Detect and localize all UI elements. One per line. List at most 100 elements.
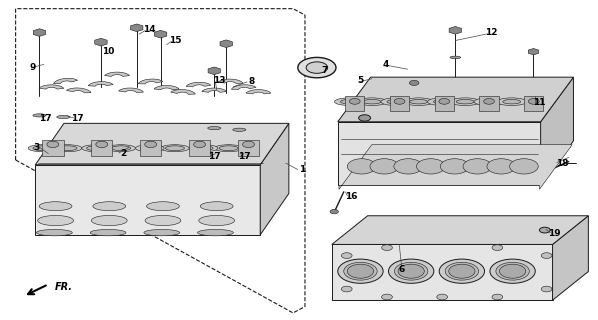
Ellipse shape — [381, 98, 411, 106]
Text: 13: 13 — [213, 76, 225, 85]
Circle shape — [529, 99, 539, 104]
Text: 12: 12 — [485, 28, 498, 37]
Polygon shape — [89, 82, 113, 86]
Text: 17: 17 — [71, 114, 84, 123]
Text: 19: 19 — [548, 229, 560, 238]
Circle shape — [306, 62, 328, 73]
Ellipse shape — [161, 145, 189, 152]
Text: 1: 1 — [299, 165, 305, 174]
Polygon shape — [449, 27, 462, 34]
Circle shape — [341, 253, 352, 259]
Circle shape — [298, 57, 336, 78]
Polygon shape — [91, 140, 112, 156]
Ellipse shape — [38, 215, 74, 226]
Polygon shape — [435, 96, 454, 111]
Circle shape — [448, 264, 475, 278]
Ellipse shape — [456, 100, 474, 104]
Polygon shape — [66, 88, 91, 93]
Text: 8: 8 — [248, 77, 255, 86]
Circle shape — [96, 141, 108, 148]
Ellipse shape — [90, 229, 126, 236]
Ellipse shape — [144, 229, 179, 236]
Ellipse shape — [28, 145, 57, 152]
Text: 17: 17 — [208, 152, 220, 161]
Circle shape — [492, 245, 503, 251]
Text: 15: 15 — [169, 36, 181, 45]
Circle shape — [389, 259, 434, 283]
Ellipse shape — [463, 159, 492, 174]
Text: 7: 7 — [322, 66, 328, 75]
Text: 11: 11 — [533, 98, 546, 107]
Polygon shape — [231, 85, 256, 90]
Text: 14: 14 — [143, 25, 155, 34]
Ellipse shape — [82, 145, 111, 152]
Ellipse shape — [503, 100, 521, 104]
Polygon shape — [154, 30, 167, 38]
Text: 16: 16 — [345, 192, 358, 201]
Polygon shape — [202, 88, 227, 92]
Circle shape — [541, 286, 552, 292]
Text: 10: 10 — [102, 47, 114, 56]
Ellipse shape — [509, 159, 538, 174]
Circle shape — [349, 99, 360, 104]
Circle shape — [382, 245, 392, 251]
Ellipse shape — [199, 215, 234, 226]
Polygon shape — [33, 29, 45, 36]
Polygon shape — [218, 79, 243, 84]
Ellipse shape — [357, 98, 387, 106]
Text: FR.: FR. — [54, 283, 72, 292]
Polygon shape — [332, 216, 588, 244]
Circle shape — [398, 264, 425, 278]
Polygon shape — [140, 140, 161, 156]
Ellipse shape — [208, 126, 221, 130]
Ellipse shape — [166, 146, 184, 151]
Ellipse shape — [197, 229, 233, 236]
Ellipse shape — [440, 159, 469, 174]
Circle shape — [347, 264, 374, 278]
Ellipse shape — [58, 146, 77, 151]
Ellipse shape — [33, 114, 46, 117]
Ellipse shape — [107, 145, 136, 152]
Ellipse shape — [91, 215, 127, 226]
Text: 6: 6 — [398, 265, 405, 275]
Circle shape — [539, 227, 550, 233]
Circle shape — [145, 141, 157, 148]
Polygon shape — [170, 90, 196, 94]
Ellipse shape — [39, 202, 72, 211]
Polygon shape — [260, 123, 289, 235]
Polygon shape — [35, 165, 260, 235]
Text: 4: 4 — [383, 60, 389, 69]
Polygon shape — [332, 244, 553, 300]
Ellipse shape — [417, 159, 445, 174]
Ellipse shape — [53, 145, 82, 152]
Circle shape — [439, 99, 450, 104]
Text: 5: 5 — [358, 76, 364, 85]
Polygon shape — [105, 72, 130, 76]
Ellipse shape — [487, 159, 515, 174]
Ellipse shape — [480, 100, 498, 104]
Polygon shape — [246, 90, 271, 94]
Circle shape — [499, 264, 526, 278]
Polygon shape — [53, 78, 78, 84]
Polygon shape — [118, 88, 144, 92]
Text: 3: 3 — [33, 143, 39, 152]
Ellipse shape — [194, 146, 213, 151]
Ellipse shape — [370, 159, 399, 174]
Polygon shape — [35, 123, 289, 165]
Ellipse shape — [450, 98, 480, 106]
Polygon shape — [220, 40, 233, 48]
Polygon shape — [338, 77, 573, 122]
Ellipse shape — [136, 145, 164, 152]
Circle shape — [490, 259, 535, 283]
Ellipse shape — [233, 128, 246, 131]
Ellipse shape — [189, 145, 218, 152]
Polygon shape — [480, 96, 499, 111]
Ellipse shape — [428, 98, 457, 106]
Polygon shape — [338, 122, 541, 186]
Ellipse shape — [33, 146, 52, 151]
Ellipse shape — [450, 56, 460, 59]
Ellipse shape — [93, 202, 126, 211]
Ellipse shape — [497, 98, 527, 106]
Polygon shape — [541, 77, 573, 186]
Polygon shape — [186, 82, 211, 87]
